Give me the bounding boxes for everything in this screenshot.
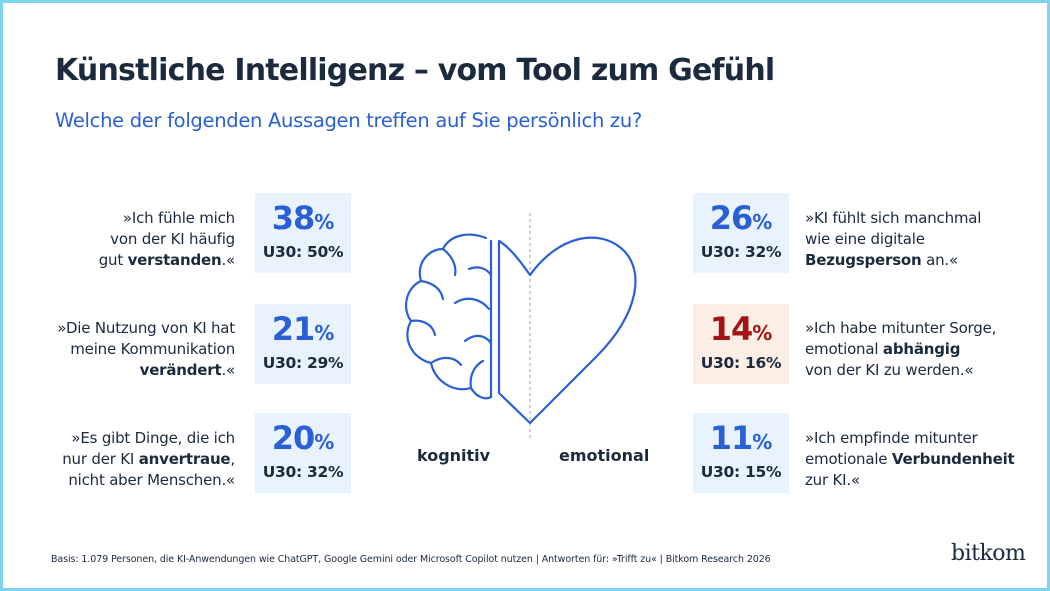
statement-connection: »Ich empfinde mitunter emotionale Verbun…	[805, 428, 1015, 491]
brain-half-icon	[404, 233, 493, 400]
brain-heart-illustration	[404, 213, 637, 441]
brand-logo: bitkom	[951, 541, 1026, 566]
u30-value: U30: 29%	[262, 354, 344, 372]
statement-line: nur der KI anvertraue,	[62, 450, 235, 468]
emotional-label: emotional	[559, 446, 650, 465]
u30-value: U30: 32%	[262, 463, 344, 481]
statement-confide: »Es gibt Dinge, die ich nur der KI anver…	[62, 428, 235, 491]
statement-understood: »Ich fühle mich von der KI häufig gut ve…	[99, 208, 235, 271]
stat-box-confide: 20% U30: 32%	[255, 413, 351, 493]
stat-box-connection: 11% U30: 15%	[693, 413, 789, 493]
stat-box-understood: 38% U30: 50%	[255, 193, 351, 273]
statement-reference-person: »KI fühlt sich manchmal wie eine digital…	[805, 208, 981, 271]
cognitive-label: kognitiv	[417, 446, 491, 465]
percentage-value: 20%	[271, 419, 335, 457]
statement-line: »Ich habe mitunter Sorge,	[805, 319, 997, 337]
percentage-value: 26%	[709, 199, 773, 237]
statement-line: von der KI häufig	[110, 230, 235, 248]
percentage-value: 11%	[709, 419, 773, 457]
heart-half-icon	[497, 236, 637, 425]
percentage-value: 21%	[271, 310, 335, 348]
stat-box-dependency: 14% U30: 16%	[693, 304, 789, 384]
statement-line: gut verstanden.«	[98, 251, 235, 269]
statement-line: Bezugsperson an.«	[805, 251, 958, 269]
statement-line: »Ich empfinde mitunter	[805, 429, 978, 447]
footer-note: Basis: 1.079 Personen, die KI-Anwendunge…	[51, 554, 771, 565]
u30-value: U30: 15%	[700, 463, 782, 481]
statement-dependency: »Ich habe mitunter Sorge, emotional abhä…	[805, 318, 996, 381]
statement-line: zur KI.«	[805, 471, 860, 489]
statement-line: meine Kommunikation	[70, 340, 235, 358]
statement-line: verändert.«	[139, 361, 236, 379]
page-title: Künstliche Intelligenz – vom Tool zum Ge…	[55, 53, 775, 88]
u30-value: U30: 16%	[700, 354, 782, 372]
statement-line: wie eine digitale	[805, 230, 925, 248]
page-subtitle: Welche der folgenden Aussagen treffen au…	[55, 109, 642, 132]
stat-box-reference-person: 26% U30: 32%	[693, 193, 789, 273]
u30-value: U30: 32%	[700, 243, 782, 261]
statement-line: von der KI zu werden.«	[805, 361, 974, 379]
percentage-value: 14%	[709, 310, 773, 348]
u30-value: U30: 50%	[262, 243, 344, 261]
statement-line: »Ich fühle mich	[122, 209, 235, 227]
statement-line: »KI fühlt sich manchmal	[805, 209, 982, 227]
percentage-value: 38%	[271, 199, 335, 237]
statement-line: »Es gibt Dinge, die ich	[71, 429, 235, 447]
statement-line: emotional abhängig	[805, 340, 961, 358]
statement-line: »Die Nutzung von KI hat	[57, 319, 235, 337]
statement-communication: »Die Nutzung von KI hat meine Kommunikat…	[57, 318, 235, 381]
statement-line: nicht aber Menschen.«	[68, 471, 235, 489]
stat-box-communication: 21% U30: 29%	[255, 304, 351, 384]
statement-line: emotionale Verbundenheit	[805, 450, 1015, 468]
